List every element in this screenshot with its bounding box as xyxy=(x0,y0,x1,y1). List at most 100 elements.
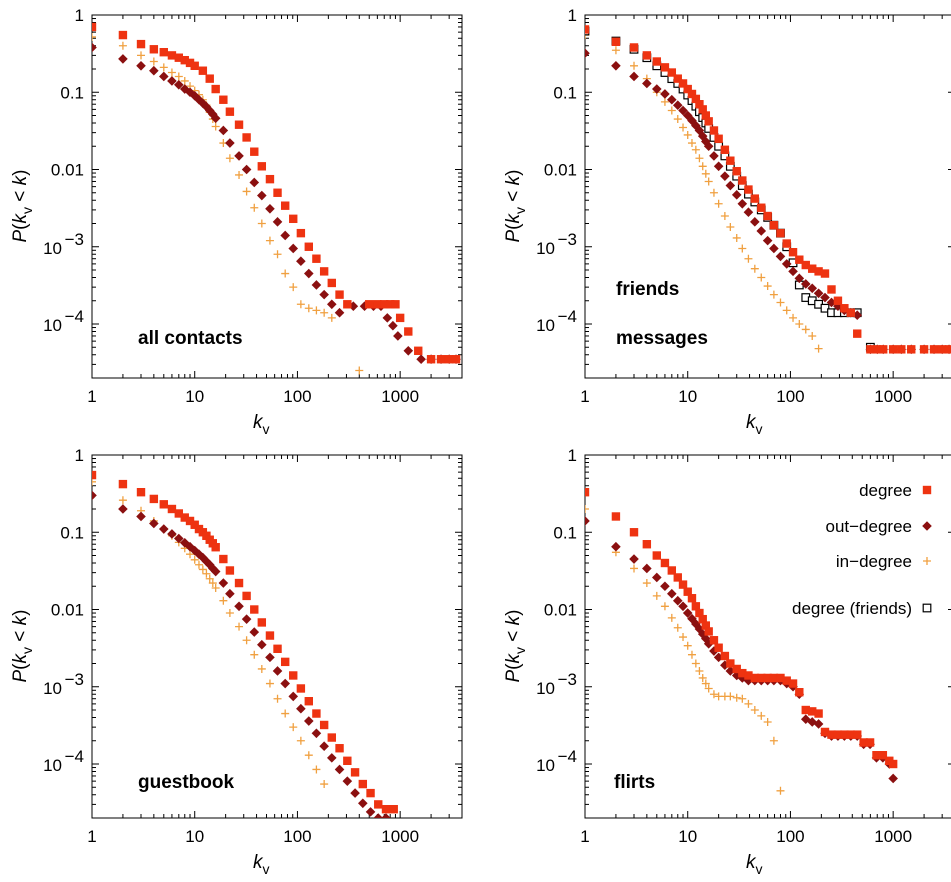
data-point xyxy=(225,138,235,148)
data-point xyxy=(833,301,843,312)
y-tick-label: 10 xyxy=(43,679,62,698)
data-point xyxy=(673,573,682,582)
data-point xyxy=(738,244,747,253)
data-point xyxy=(814,709,823,718)
legend-item-out_degree: out−degree xyxy=(826,517,932,536)
y-tick-exponent: −3 xyxy=(65,670,84,689)
data-point xyxy=(687,89,697,99)
data-point xyxy=(738,694,747,703)
data-point xyxy=(859,738,868,747)
data-point xyxy=(190,555,199,564)
data-point xyxy=(667,613,676,622)
data-point xyxy=(451,355,461,364)
data-point xyxy=(273,644,282,653)
data-point xyxy=(288,243,299,254)
data-point xyxy=(296,736,305,745)
x-tick-label: 1000 xyxy=(874,387,912,406)
data-point xyxy=(281,709,290,718)
data-point xyxy=(672,595,683,606)
y-tick-exponent: −4 xyxy=(558,307,577,326)
data-point xyxy=(585,25,590,34)
plot-frame xyxy=(584,454,951,819)
data-point xyxy=(365,300,374,309)
data-point xyxy=(642,78,652,89)
data-point xyxy=(833,730,843,739)
data-point xyxy=(343,300,352,309)
data-point xyxy=(651,84,662,94)
data-point xyxy=(691,94,701,104)
legend-label: degree (friends) xyxy=(792,599,912,618)
data-point xyxy=(304,242,313,251)
data-point xyxy=(319,741,329,752)
data-point xyxy=(709,636,719,645)
data-point xyxy=(296,703,306,714)
y-tick-label: 0.01 xyxy=(544,601,577,620)
data-point xyxy=(136,60,146,71)
data-point xyxy=(682,608,693,618)
data-point xyxy=(840,730,849,739)
data-point xyxy=(788,248,798,257)
data-point xyxy=(840,304,849,313)
data-point xyxy=(234,601,244,612)
data-point xyxy=(92,477,96,486)
data-point xyxy=(944,345,951,354)
data-point xyxy=(737,198,748,209)
data-point xyxy=(343,756,352,766)
data-point xyxy=(296,256,306,267)
data-point xyxy=(782,676,791,685)
data-point xyxy=(691,120,701,131)
x-tick-label: 100 xyxy=(283,827,311,846)
data-point xyxy=(296,684,306,693)
y-tick-label: 0.1 xyxy=(553,523,577,542)
y-tick-exponent: −3 xyxy=(558,670,577,689)
data-point xyxy=(92,42,97,53)
data-point xyxy=(174,533,184,544)
data-point xyxy=(611,37,621,46)
series-degree xyxy=(585,25,951,354)
data-point xyxy=(194,560,203,569)
data-point xyxy=(714,134,723,143)
series-out_degree xyxy=(92,42,461,365)
y-tick-label: 1 xyxy=(75,6,84,25)
data-point xyxy=(801,260,810,270)
data-point xyxy=(695,100,704,109)
data-point xyxy=(265,679,274,688)
data-point xyxy=(201,556,212,567)
data-point xyxy=(769,290,778,299)
data-point xyxy=(782,306,791,315)
data-point xyxy=(280,230,290,241)
data-point xyxy=(436,355,446,364)
x-tick-label: 10 xyxy=(678,827,697,846)
data-point xyxy=(687,594,697,603)
data-point xyxy=(312,709,321,718)
series-out_degree xyxy=(585,48,951,355)
data-point xyxy=(611,541,621,552)
data-point xyxy=(808,331,817,340)
data-point xyxy=(878,751,888,760)
data-point xyxy=(118,504,128,514)
legend-label: in−degree xyxy=(836,552,912,571)
data-point xyxy=(704,117,713,126)
data-point xyxy=(695,154,704,163)
data-point xyxy=(732,167,741,176)
data-point xyxy=(611,60,621,71)
data-point xyxy=(769,736,778,745)
data-point xyxy=(250,147,259,156)
data-point xyxy=(776,786,785,795)
data-point xyxy=(335,290,344,299)
y-tick-label: 10 xyxy=(536,679,555,698)
data-point xyxy=(273,250,282,259)
data-point xyxy=(820,269,830,278)
data-point xyxy=(257,639,267,650)
data-point xyxy=(709,126,719,135)
data-point xyxy=(788,679,798,688)
data-point xyxy=(327,278,336,288)
data-point xyxy=(296,228,306,238)
data-point xyxy=(795,688,804,697)
data-point xyxy=(281,269,290,278)
data-point xyxy=(701,169,710,178)
data-point xyxy=(210,566,221,577)
data-point xyxy=(630,564,639,573)
data-point xyxy=(186,550,195,559)
data-point xyxy=(697,131,708,141)
